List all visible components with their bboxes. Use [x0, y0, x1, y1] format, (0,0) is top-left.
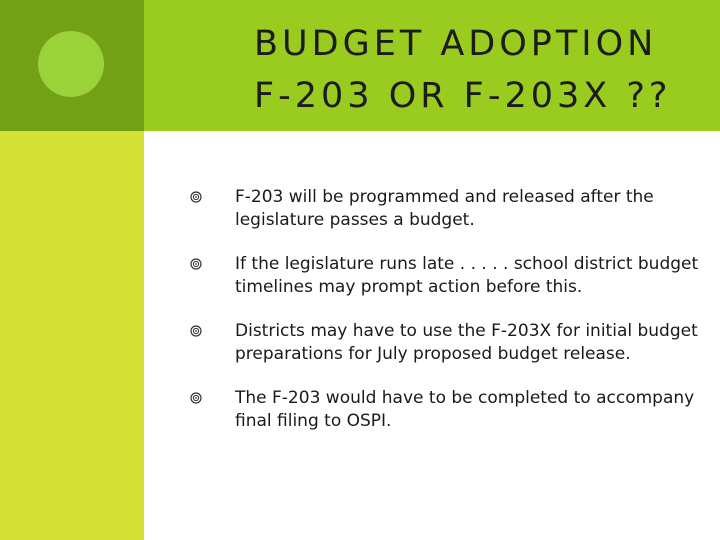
- bullet-item: The F-203 would have to be completed to …: [190, 387, 700, 433]
- left-accent-band: [0, 131, 144, 540]
- target-circle-bullet-icon: [190, 258, 202, 270]
- slide-title-line-2: F-203 OR F-203X ??: [254, 76, 672, 116]
- slide-title-line-1: BUDGET ADOPTION: [254, 24, 658, 64]
- corner-accent-block: [0, 0, 144, 131]
- slide-title: BUDGET ADOPTION F-203 OR F-203X ??: [254, 18, 694, 122]
- bullet-item: F-203 will be programmed and released af…: [190, 186, 700, 232]
- target-circle-bullet-icon: [190, 392, 202, 404]
- bullet-text: The F-203 would have to be completed to …: [235, 388, 695, 431]
- decorative-circle: [38, 31, 104, 97]
- bullet-list: F-203 will be programmed and released af…: [190, 186, 700, 454]
- bullet-item: Districts may have to use the F-203X for…: [190, 320, 700, 366]
- bullet-text: F-203 will be programmed and released af…: [235, 187, 654, 230]
- target-circle-bullet-icon: [190, 325, 202, 337]
- bullet-text: If the legislature runs late . . . . . s…: [235, 254, 699, 297]
- bullet-text: Districts may have to use the F-203X for…: [235, 321, 698, 364]
- target-circle-bullet-icon: [190, 191, 202, 203]
- bullet-item: If the legislature runs late . . . . . s…: [190, 253, 700, 299]
- title-band: [144, 0, 720, 131]
